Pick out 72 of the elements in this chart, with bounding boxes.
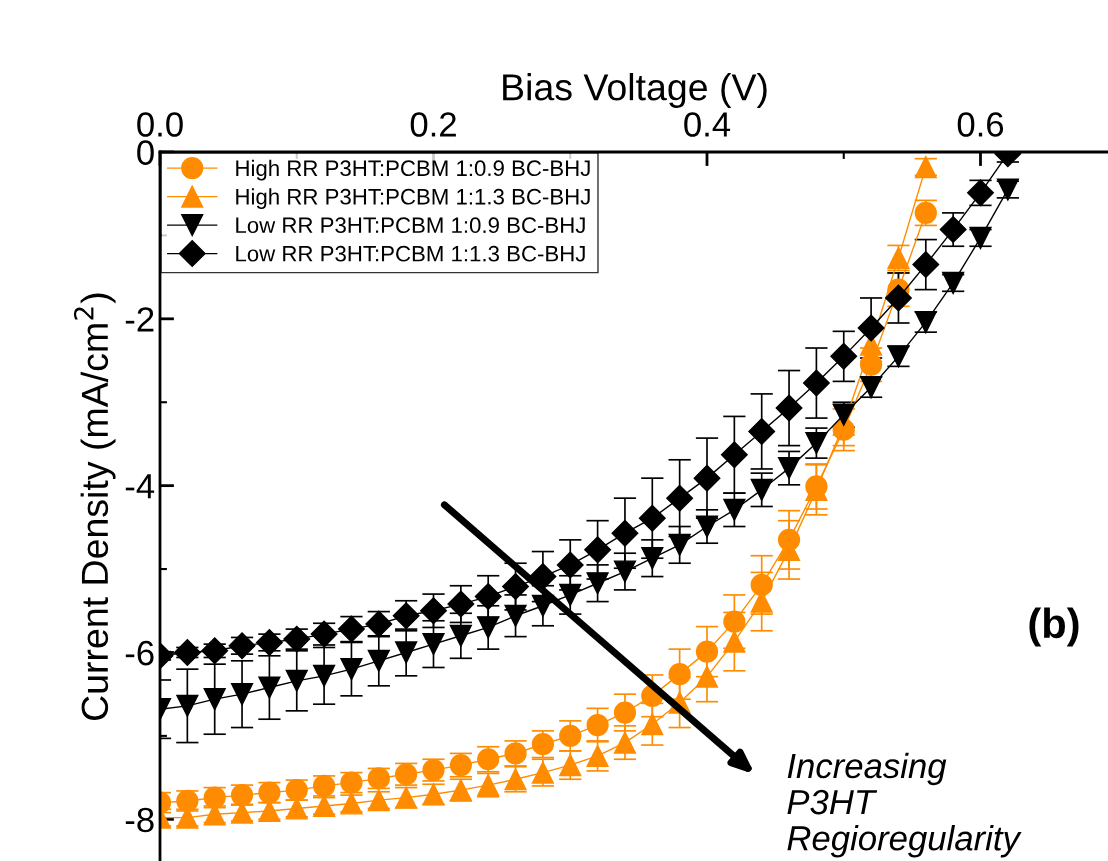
point <box>203 688 226 711</box>
point <box>504 604 527 627</box>
legend-label: High RR P3HT:PCBM 1:1.3 BC-BHJ <box>236 188 590 209</box>
annotation: (b) <box>1029 607 1079 647</box>
point <box>641 713 664 736</box>
point <box>777 457 801 480</box>
point <box>884 284 912 312</box>
point <box>477 616 500 639</box>
point <box>723 610 746 633</box>
annotation: Increasing P3HT Regioregularity <box>787 752 1022 858</box>
y-tick-label: -6 <box>125 640 154 666</box>
point <box>556 551 584 579</box>
point <box>228 632 256 660</box>
legend-label: Low RR P3HT:PCBM 1:1.3 BC-BHJ <box>236 245 585 262</box>
point <box>775 394 803 422</box>
point <box>176 694 199 717</box>
y-tick-label: 0 <box>137 140 154 165</box>
point <box>312 664 336 687</box>
x-tick-label: 0.6 <box>957 112 1004 137</box>
point <box>666 484 694 512</box>
point <box>502 573 530 601</box>
point <box>611 519 639 547</box>
legend-label: High RR P3HT:PCBM 1:0.9 BC-BHJ <box>236 159 590 181</box>
point <box>668 533 691 556</box>
point <box>422 633 445 656</box>
point <box>255 628 283 656</box>
point <box>449 624 472 647</box>
y-tick-label: -4 <box>125 474 155 499</box>
legend-label: Low RR P3HT:PCBM 1:0.9 BC-BHJ <box>236 217 585 234</box>
point <box>748 417 776 445</box>
point <box>668 663 691 686</box>
point <box>285 669 308 692</box>
point <box>830 342 858 370</box>
point <box>695 665 719 688</box>
point <box>641 547 664 570</box>
point <box>529 563 557 591</box>
point <box>723 498 746 521</box>
point <box>173 639 201 666</box>
point <box>586 713 609 737</box>
point <box>695 640 719 663</box>
y-tick-label: -2 <box>125 307 154 332</box>
x-axis-title: Bias Voltage (V) <box>503 73 767 108</box>
y-axis-title: Current Density (mA/cm$^{2}$) <box>73 293 116 721</box>
point <box>723 630 746 653</box>
point <box>859 353 883 376</box>
point <box>559 583 582 607</box>
point <box>912 251 940 279</box>
point <box>720 441 748 469</box>
point <box>613 560 637 583</box>
point <box>447 590 475 618</box>
point <box>340 658 363 681</box>
point <box>258 676 281 699</box>
x-tick-label: 0.0 <box>137 112 183 137</box>
point <box>857 314 885 342</box>
point <box>613 701 637 724</box>
x-tick-label: 0.4 <box>684 112 731 137</box>
point <box>638 504 666 532</box>
point <box>395 641 418 664</box>
point <box>750 478 773 501</box>
point <box>584 536 612 564</box>
point <box>367 649 390 672</box>
point <box>802 369 830 397</box>
point <box>559 724 582 747</box>
point <box>613 731 637 754</box>
point <box>695 515 719 538</box>
y-tick-label: -8 <box>125 807 154 833</box>
point <box>230 683 254 706</box>
point <box>693 464 721 492</box>
point <box>586 572 609 595</box>
point <box>474 583 502 611</box>
point <box>201 637 229 665</box>
x-tick-label: 0.2 <box>410 112 456 137</box>
